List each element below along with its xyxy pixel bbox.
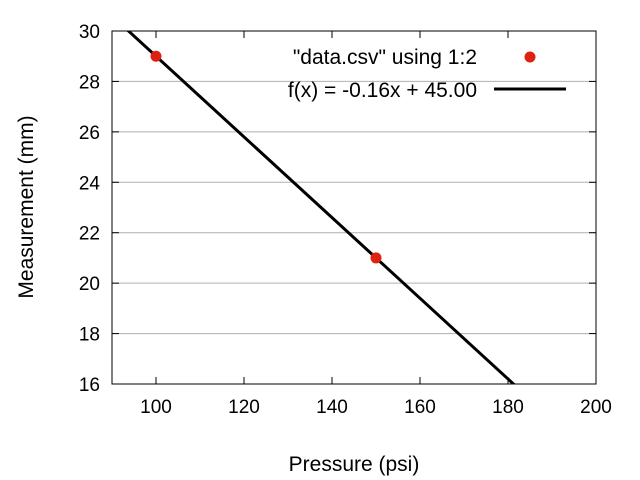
x-tick-label: 200 xyxy=(580,397,612,418)
y-tick-label: 24 xyxy=(79,173,101,194)
legend: "data.csv" using 1:2 f(x) = -0.16x + 45.… xyxy=(288,46,566,102)
y-tick-label: 20 xyxy=(79,274,100,295)
legend-label-data: "data.csv" using 1:2 xyxy=(293,46,477,69)
y-axis-title: Measurement (mm) xyxy=(15,115,38,298)
y-tick-label: 22 xyxy=(79,224,100,245)
y-tick-label: 18 xyxy=(79,325,100,346)
legend-marker-data xyxy=(524,51,536,63)
data-point xyxy=(370,252,382,264)
x-tick-label: 160 xyxy=(404,397,436,418)
tick-labels: 16 18 20 22 24 26 28 30 100 120 140 160 180 200 xyxy=(79,22,612,418)
x-tick-label: 120 xyxy=(228,397,260,418)
x-tick-label: 140 xyxy=(316,397,348,418)
series-layer xyxy=(126,31,516,384)
legend-label-fit: f(x) = -0.16x + 45.00 xyxy=(288,79,477,102)
y-tick-label: 28 xyxy=(79,72,100,93)
x-tick-label: 100 xyxy=(140,397,172,418)
grid xyxy=(112,80,596,335)
y-tick-label: 16 xyxy=(79,375,100,396)
x-tick-label: 180 xyxy=(492,397,524,418)
x-axis-title: Pressure (psi) xyxy=(289,453,420,476)
y-tick-label: 26 xyxy=(79,123,100,144)
fit-line xyxy=(126,31,516,384)
plot-frame xyxy=(111,30,597,385)
ticks xyxy=(112,30,597,385)
data-point xyxy=(150,50,162,62)
y-tick-label: 30 xyxy=(79,22,100,43)
